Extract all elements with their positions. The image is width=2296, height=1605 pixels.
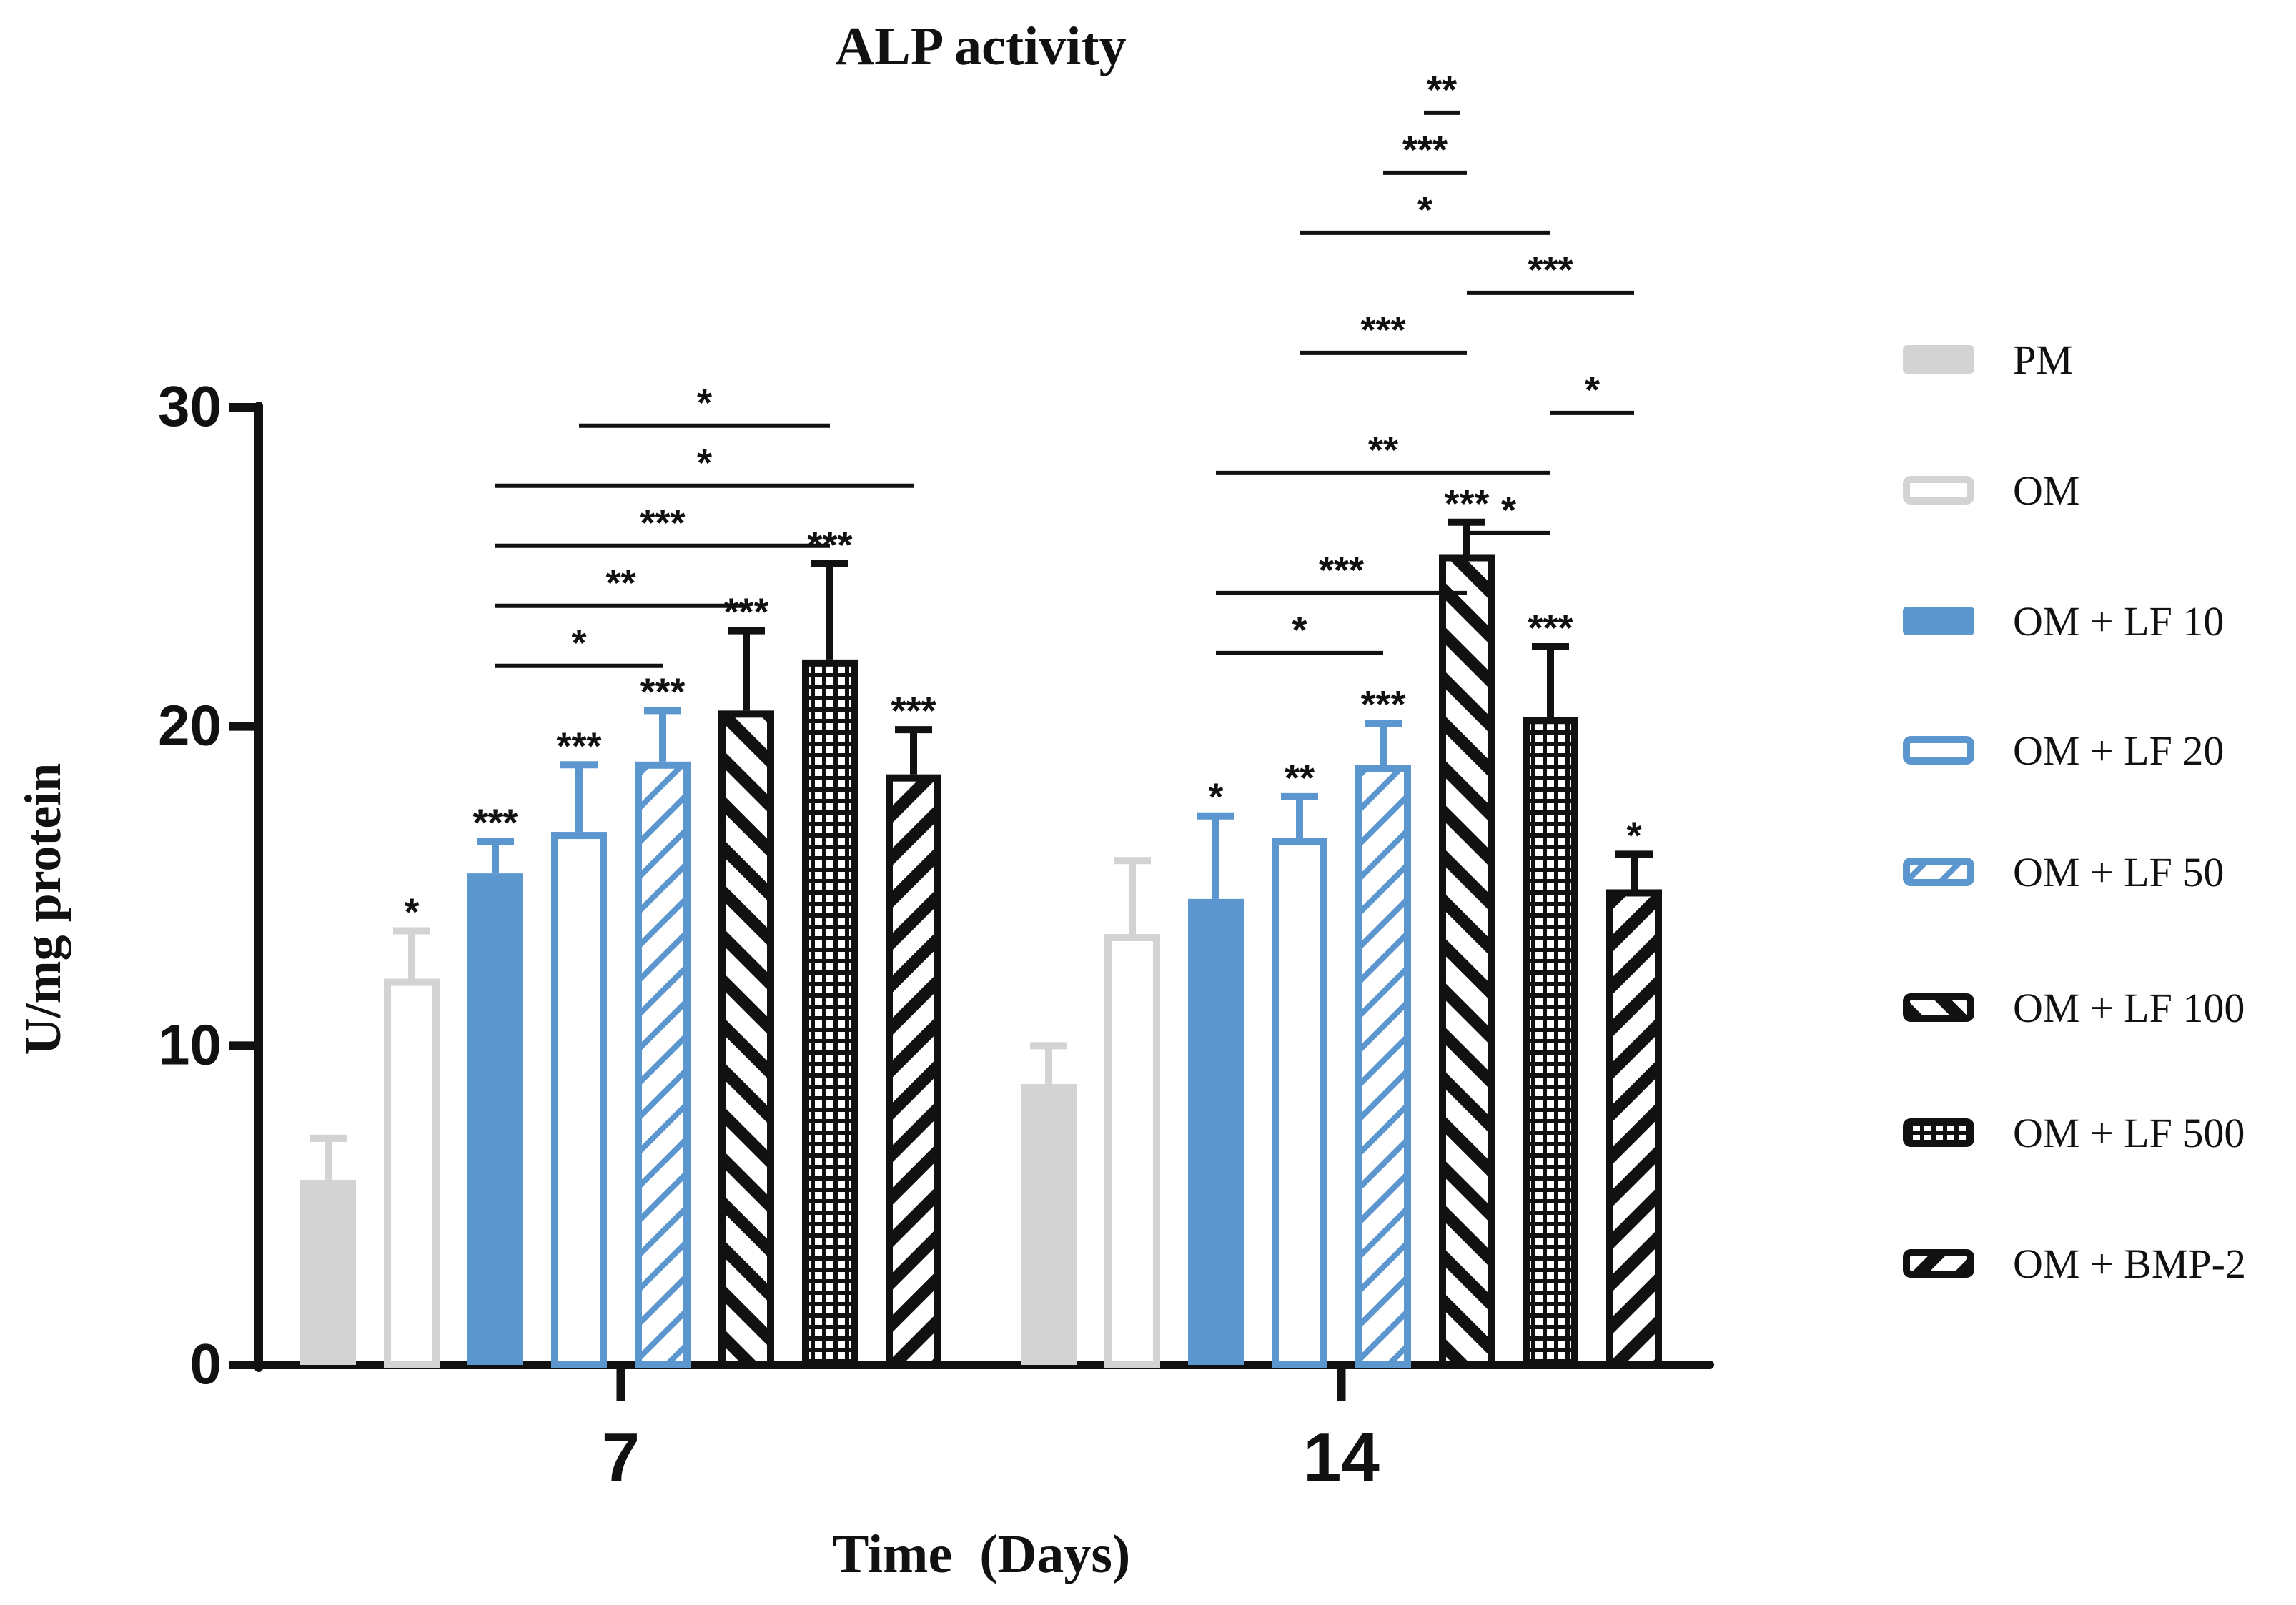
legend-swatch <box>1903 607 1974 635</box>
comparison-label: *** <box>1319 549 1364 592</box>
bar <box>1523 717 1578 1368</box>
comparison-label: *** <box>1360 309 1405 352</box>
legend-label: OM + LF 500 <box>2013 1110 2245 1156</box>
bar <box>1104 934 1160 1368</box>
comparison-label: * <box>697 382 712 424</box>
y-axis-label: U/mg protein <box>14 763 71 1055</box>
legend-label: OM + LF 100 <box>2013 985 2245 1031</box>
legend-swatch <box>1903 1249 1974 1278</box>
legend-label: PM <box>2013 337 2073 383</box>
legend-swatch <box>1903 476 1974 505</box>
bar <box>467 873 523 1365</box>
bar <box>802 659 858 1368</box>
legend-label: OM + BMP-2 <box>2013 1241 2246 1287</box>
comparison-label: *** <box>1528 249 1573 292</box>
bar <box>1439 554 1495 1368</box>
bar <box>300 1179 356 1365</box>
bar-significance-label: * <box>404 891 419 934</box>
bar-significance-label: * <box>1626 814 1641 857</box>
bar-significance-label: *** <box>1528 607 1573 650</box>
comparison-label: *** <box>640 502 685 545</box>
comparison-label: ** <box>1427 69 1457 111</box>
bar <box>551 832 607 1368</box>
legend-swatch <box>1903 993 1974 1022</box>
legend-swatch <box>1903 345 1974 374</box>
bar-significance-label: *** <box>556 725 601 767</box>
significance-annotations: **************************** <box>495 69 1634 668</box>
x-axis-label: Time (Days) <box>833 1524 1131 1584</box>
bar-significance-label: *** <box>472 801 518 844</box>
comparison-label: * <box>571 622 586 665</box>
bar-significance-label: *** <box>723 591 768 634</box>
x-tick-label: 7 <box>602 1419 640 1496</box>
bar <box>1021 1083 1077 1365</box>
legend-swatch <box>1903 858 1974 886</box>
bar-significance-label: *** <box>1360 683 1405 726</box>
bar <box>1355 765 1411 1369</box>
bar <box>1272 838 1327 1368</box>
y-tick-label: 0 <box>190 1332 222 1396</box>
bar-significance-label: *** <box>1444 482 1489 525</box>
legend-swatch <box>1903 736 1974 765</box>
comparison-label: * <box>1292 609 1307 652</box>
chart-title: ALP activity <box>835 16 1126 76</box>
legend-label: OM + LF 10 <box>2013 598 2224 645</box>
comparison-label: * <box>697 442 712 485</box>
bar <box>1606 889 1662 1368</box>
y-tick-label: 30 <box>158 374 222 438</box>
bar-significance-label: * <box>1208 776 1223 819</box>
legend: PM OM OM + LF 10 OM + LF 20 OM + LF 50 OM + L… <box>1903 337 2246 1287</box>
bar-significance-label: ** <box>1285 757 1315 800</box>
legend-label: OM <box>2013 467 2079 514</box>
legend-label: OM + LF 50 <box>2013 849 2224 895</box>
bar-significance-label: *** <box>640 670 685 713</box>
comparison-label: ** <box>605 562 635 605</box>
legend-label: OM + LF 20 <box>2013 727 2224 774</box>
comparison-label: * <box>1417 189 1432 232</box>
comparison-label: * <box>1585 369 1600 412</box>
comparison-label: ** <box>1368 429 1398 472</box>
bar <box>886 774 941 1368</box>
comparison-label: *** <box>1402 129 1448 172</box>
y-tick-label: 20 <box>158 694 222 757</box>
bar <box>635 761 691 1369</box>
y-tick-label: 10 <box>158 1013 222 1076</box>
bar-significance-label: *** <box>891 690 936 732</box>
bars-group: ************* ******************* <box>300 482 1662 1369</box>
x-tick-label: 14 <box>1303 1419 1380 1496</box>
bar <box>718 710 774 1368</box>
legend-swatch <box>1903 1118 1974 1147</box>
bar <box>1188 898 1244 1365</box>
bar <box>384 978 440 1368</box>
comparison-label: * <box>1501 489 1516 532</box>
